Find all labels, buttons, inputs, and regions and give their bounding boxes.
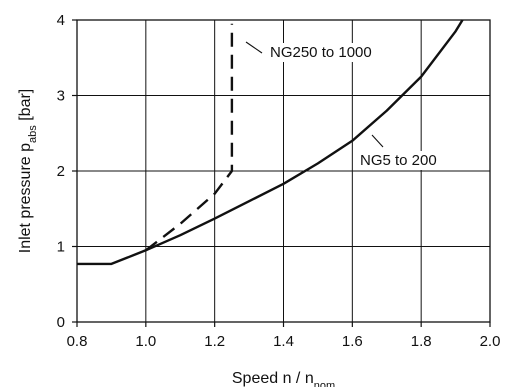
axis-ticks: 0.8 1.0 1.2 1.4 1.6 1.8 2.0 0 1 2 3 4	[57, 12, 501, 350]
y-tick-label: 0	[57, 314, 65, 331]
annotations: NG250 to 1000 NG5 to 200	[245, 41, 440, 170]
x-tick-label: 1.8	[411, 333, 432, 350]
annotation-leader	[245, 41, 263, 54]
annotation-leader	[371, 134, 384, 148]
grid	[76, 19, 491, 323]
x-tick-label: 1.6	[342, 333, 363, 350]
x-tick-label: 1.4	[273, 333, 294, 350]
series-line-1	[145, 23, 234, 252]
annotation-label: NG5 to 200	[360, 152, 437, 169]
annotation-label: NG250 to 1000	[270, 44, 372, 61]
y-tick-label: 3	[57, 88, 65, 105]
annotation-background	[357, 151, 440, 170]
x-axis-title: Speed n / nnom	[232, 370, 335, 387]
y-tick-label: 1	[57, 239, 65, 256]
x-tick-label: 1.2	[204, 333, 225, 350]
x-tick-label: 2.0	[480, 333, 501, 350]
x-tick-label: 0.8	[67, 333, 88, 350]
y-axis-title: Inlet pressure pabs [bar]	[17, 89, 39, 254]
y-tick-label: 4	[57, 12, 65, 29]
series-group	[77, 19, 464, 266]
y-tick-label: 2	[57, 163, 65, 180]
x-tick-label: 1.0	[135, 333, 156, 350]
annotation-background	[267, 43, 375, 62]
